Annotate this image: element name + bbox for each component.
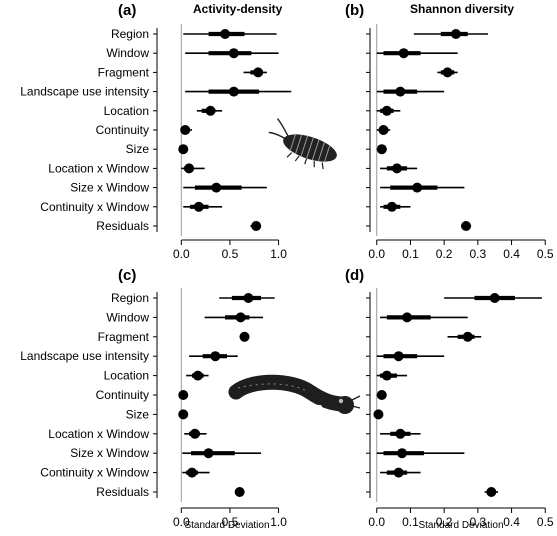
row-label: Fragment [98, 65, 150, 79]
row-label: Landscape use intensity [20, 85, 149, 99]
panel-c-letter: (c) [118, 267, 136, 284]
x-tick-label: 1.0 [270, 515, 287, 529]
panel-a-title: Activity-density [193, 2, 283, 16]
point-estimate [489, 293, 500, 303]
point-estimate [189, 428, 200, 439]
row-label: Continuity [96, 388, 149, 402]
panel-b-plot: 0.0 0.1 0.2 0.3 0.4 0.5 [366, 24, 554, 261]
point-estimate [178, 390, 189, 400]
point-estimate [378, 125, 389, 135]
point-estimate [381, 105, 392, 116]
point-estimate [192, 370, 203, 381]
row-label: Continuity x Window [40, 466, 149, 480]
point-estimate [442, 67, 453, 78]
point-estimate [251, 221, 262, 231]
point-estimate [203, 448, 214, 459]
panel-b-title: Shannon diversity [410, 2, 514, 16]
point-estimate [397, 448, 408, 459]
x-tick-label: 1.0 [270, 247, 287, 261]
point-estimate [393, 351, 404, 362]
x-tick-label: 0.1 [402, 515, 419, 529]
row-label: Landscape use intensity [20, 349, 149, 363]
point-estimate [193, 201, 204, 212]
row-label: Region [111, 27, 149, 41]
point-estimate [395, 428, 406, 439]
x-tick-label: 0.0 [368, 247, 385, 261]
point-estimate [381, 370, 392, 381]
point-estimate [210, 351, 221, 362]
millipede-illustration [228, 374, 361, 414]
point-estimate [234, 487, 245, 497]
point-estimate [398, 48, 409, 59]
x-tick-label: 0.2 [436, 515, 453, 529]
panel-a-letter: (a) [118, 2, 136, 19]
x-tick-label: 0.5 [537, 515, 554, 529]
panel-d-letter: (d) [345, 267, 364, 284]
panel-b-letter: (b) [345, 2, 364, 19]
x-tick-label: 0.0 [173, 515, 190, 529]
point-estimate [220, 29, 231, 39]
point-estimate [376, 144, 387, 155]
row-label: Location [104, 104, 149, 118]
row-label: Window [106, 310, 149, 324]
row-label: Size x Window [70, 446, 149, 460]
row-label: Window [106, 46, 149, 60]
point-estimate [228, 86, 239, 97]
point-estimate [239, 331, 250, 342]
point-estimate [412, 182, 423, 193]
point-estimate [402, 312, 413, 323]
x-tick-label: 0.4 [503, 515, 520, 529]
point-estimate [391, 163, 402, 174]
row-label: Size [126, 407, 150, 421]
point-estimate [373, 409, 384, 420]
point-estimate [450, 29, 461, 39]
panel-d-plot: 0.0 0.1 0.2 0.3 0.4 0.5 [366, 288, 554, 529]
point-estimate [178, 409, 189, 420]
row-label: Location x Window [48, 161, 149, 175]
point-estimate [393, 467, 404, 478]
point-estimate [376, 390, 387, 400]
x-tick-label: 0.3 [470, 247, 487, 261]
point-estimate [386, 201, 397, 212]
x-tick-label: 0.5 [222, 247, 239, 261]
x-tick-label: 0.3 [470, 515, 487, 529]
point-estimate [243, 293, 254, 303]
point-estimate [187, 467, 198, 478]
row-label: Size [126, 142, 150, 156]
woodlouse-illustration [268, 118, 337, 170]
panel-d-xlabel: Standard Deviation [418, 520, 503, 531]
x-tick-label: 0.2 [436, 247, 453, 261]
row-label: Location x Window [48, 427, 149, 441]
x-tick-label: 0.4 [503, 247, 520, 261]
row-label: Size x Window [70, 181, 149, 195]
row-label: Fragment [98, 330, 150, 344]
point-estimate [486, 487, 497, 497]
x-tick-label: 0.0 [173, 247, 190, 261]
row-label: Region [111, 291, 149, 305]
point-estimate [461, 221, 472, 231]
point-estimate [235, 312, 246, 323]
row-label: Residuals [96, 485, 149, 499]
point-estimate [184, 163, 195, 174]
point-estimate [462, 331, 473, 342]
row-label: Residuals [96, 219, 149, 233]
panel-c-xlabel: Standard Deviation [184, 520, 269, 531]
panel-a-plot: 0.0 0.5 1.0 Region Window Fragment Landscape u… [20, 24, 292, 261]
panel-c-plot: 0.0 0.5 1.0 Region Window Fragment Landscape u… [20, 288, 287, 529]
x-tick-label: 0.0 [368, 515, 385, 529]
x-tick-label: 0.1 [402, 247, 419, 261]
point-estimate [180, 125, 191, 135]
row-label: Location [104, 369, 149, 383]
point-estimate [205, 105, 216, 116]
point-estimate [178, 144, 189, 155]
x-tick-label: 0.5 [537, 247, 554, 261]
row-label: Continuity [96, 123, 149, 137]
x-tick-label: 0.5 [222, 515, 239, 529]
row-label: Continuity x Window [40, 200, 149, 214]
point-estimate [228, 48, 239, 59]
point-estimate [211, 182, 222, 193]
point-estimate [395, 86, 406, 97]
point-estimate [253, 67, 264, 78]
